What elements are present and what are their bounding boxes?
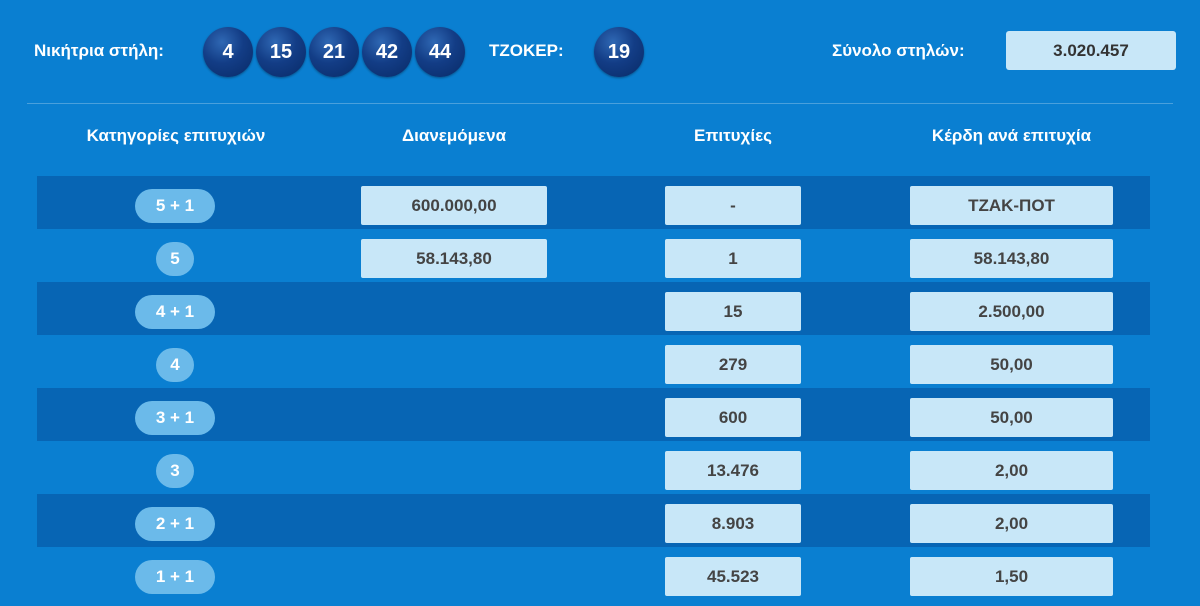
column-header-distributed: Διανεμόμενα bbox=[401, 126, 507, 145]
table-row: 5 58.143,80 1 58.143,80 bbox=[37, 229, 1150, 282]
winning-number-ball: 21 bbox=[309, 27, 359, 77]
category-badge: 1 + 1 bbox=[135, 560, 215, 594]
total-columns-label: Σύνολο στηλών: bbox=[832, 41, 965, 60]
table-row: 1 + 1 45.523 1,50 bbox=[37, 547, 1150, 600]
winning-number-ball: 4 bbox=[203, 27, 253, 77]
winners-cell: 45.523 bbox=[665, 557, 801, 596]
table-row: 5 + 1 600.000,00 - ΤΖΑΚ-ΠΟΤ bbox=[37, 176, 1150, 229]
prize-cell: 2,00 bbox=[910, 451, 1113, 490]
winners-cell: 15 bbox=[665, 292, 801, 331]
draw-results-header: Νικήτρια στήλη: 4 15 21 42 44 ΤΖΟΚΕΡ: 19… bbox=[0, 0, 1200, 103]
prize-cell: 2,00 bbox=[910, 504, 1113, 543]
winners-cell: - bbox=[665, 186, 801, 225]
prize-cell: 58.143,80 bbox=[910, 239, 1113, 278]
header-divider bbox=[27, 103, 1173, 104]
table-row: 3 13.476 2,00 bbox=[37, 441, 1150, 494]
prize-cell: 2.500,00 bbox=[910, 292, 1113, 331]
winners-cell: 279 bbox=[665, 345, 801, 384]
category-badge: 2 + 1 bbox=[135, 507, 215, 541]
column-header-winners: Επιτυχίες bbox=[694, 126, 772, 145]
column-header-prize: Κέρδη ανά επιτυχία bbox=[931, 126, 1092, 145]
joker-label: ΤΖΟΚΕΡ: bbox=[489, 41, 564, 60]
distributed-cell: 600.000,00 bbox=[361, 186, 547, 225]
category-badge: 5 bbox=[156, 242, 194, 276]
category-badge: 3 bbox=[156, 454, 194, 488]
joker-number-ball: 19 bbox=[594, 27, 644, 77]
winning-number-ball: 44 bbox=[415, 27, 465, 77]
winning-number-ball: 15 bbox=[256, 27, 306, 77]
category-badge: 4 + 1 bbox=[135, 295, 215, 329]
winners-cell: 13.476 bbox=[665, 451, 801, 490]
prize-cell: 50,00 bbox=[910, 345, 1113, 384]
prize-cell: 1,50 bbox=[910, 557, 1113, 596]
category-badge: 5 + 1 bbox=[135, 189, 215, 223]
category-badge: 3 + 1 bbox=[135, 401, 215, 435]
winning-column-label: Νικήτρια στήλη: bbox=[34, 41, 164, 60]
table-row: 2 + 1 8.903 2,00 bbox=[37, 494, 1150, 547]
table-row: 3 + 1 600 50,00 bbox=[37, 388, 1150, 441]
prize-cell: ΤΖΑΚ-ΠΟΤ bbox=[910, 186, 1113, 225]
winning-number-ball: 42 bbox=[362, 27, 412, 77]
winners-cell: 600 bbox=[665, 398, 801, 437]
column-header-categories: Κατηγορίες επιτυχιών bbox=[86, 126, 266, 145]
distributed-cell: 58.143,80 bbox=[361, 239, 547, 278]
winners-cell: 8.903 bbox=[665, 504, 801, 543]
total-columns-value: 3.020.457 bbox=[1006, 31, 1176, 70]
category-badge: 4 bbox=[156, 348, 194, 382]
prize-cell: 50,00 bbox=[910, 398, 1113, 437]
table-row: 4 + 1 15 2.500,00 bbox=[37, 282, 1150, 335]
winners-cell: 1 bbox=[665, 239, 801, 278]
table-row: 4 279 50,00 bbox=[37, 335, 1150, 388]
